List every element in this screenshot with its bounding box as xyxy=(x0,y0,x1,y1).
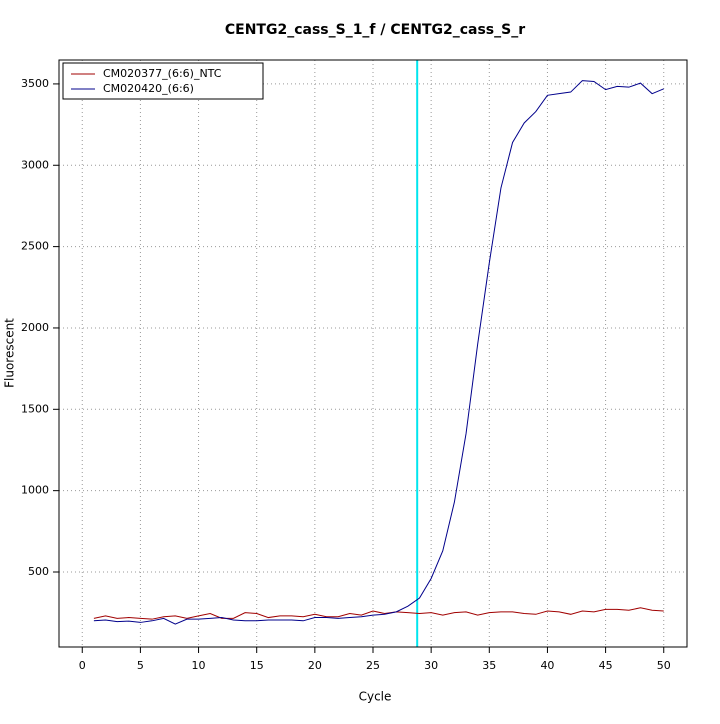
legend-label: CM020377_(6:6)_NTC xyxy=(103,67,222,80)
x-axis-label: Cycle xyxy=(359,690,392,704)
y-tick-label: 2500 xyxy=(21,240,49,253)
x-tick-label: 50 xyxy=(657,659,671,672)
data-line xyxy=(93,80,664,625)
x-tick-label: 5 xyxy=(137,659,144,672)
y-tick-label: 3000 xyxy=(21,158,49,171)
y-tick-label: 3500 xyxy=(21,77,49,90)
x-tick-label: 10 xyxy=(192,659,206,672)
legend-box xyxy=(62,62,264,100)
y-tick-label: 500 xyxy=(28,565,49,578)
chart-title: CENTG2_cass_S_1_f / CENTG2_cass_S_r xyxy=(225,22,525,38)
data-line xyxy=(93,607,664,620)
x-tick-label: 35 xyxy=(482,659,496,672)
y-tick-label: 1500 xyxy=(21,402,49,415)
x-tick-label: 20 xyxy=(308,659,322,672)
y-tick-label: 2000 xyxy=(21,321,49,334)
x-tick-label: 0 xyxy=(79,659,86,672)
plot-frame xyxy=(58,59,688,648)
x-tick-label: 15 xyxy=(250,659,264,672)
x-tick-label: 25 xyxy=(366,659,380,672)
y-axis-label: Fluorescent xyxy=(3,318,17,388)
x-tick-label: 40 xyxy=(540,659,554,672)
x-tick-label: 45 xyxy=(599,659,613,672)
y-tick-label: 1000 xyxy=(21,484,49,497)
legend-label: CM020420_(6:6) xyxy=(103,82,194,95)
x-tick-label: 30 xyxy=(424,659,438,672)
